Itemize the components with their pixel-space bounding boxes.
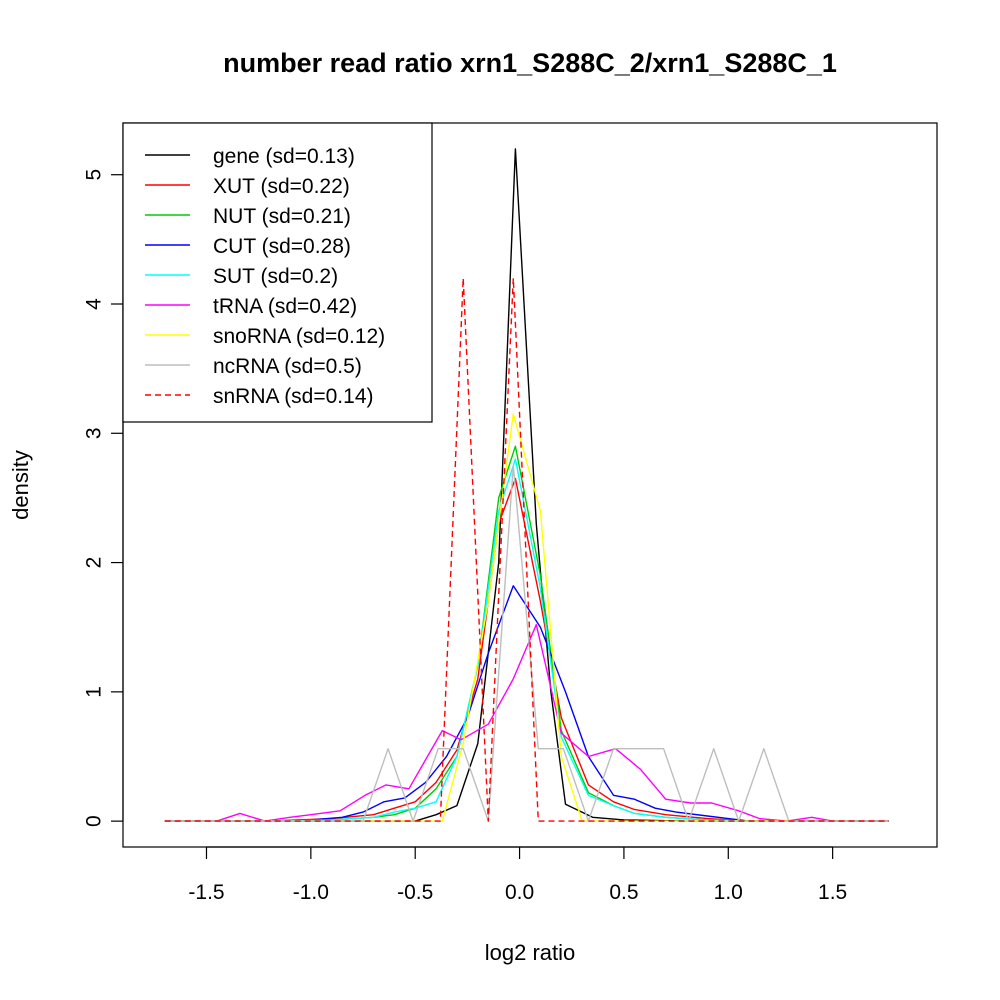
- legend-label: SUT (sd=0.2): [213, 265, 338, 288]
- series-line-8: [164, 277, 889, 822]
- series-line-0: [164, 148, 889, 822]
- chart-title: number read ratio xrn1_S288C_2/xrn1_S288…: [223, 48, 837, 78]
- series-line-1: [164, 477, 889, 822]
- y-tick-label: 2: [83, 557, 106, 569]
- series-line-5: [164, 623, 889, 822]
- series-line-7: [164, 464, 889, 822]
- x-tick-label: 0.0: [505, 881, 534, 904]
- series-line-2: [164, 445, 889, 822]
- x-tick-label: -1.0: [293, 881, 329, 904]
- legend-label: snRNA (sd=0.14): [213, 385, 374, 408]
- x-tick-label: 1.0: [714, 881, 743, 904]
- legend-label: XUT (sd=0.22): [213, 175, 350, 198]
- y-axis: 0 1 2 3 4 5: [83, 169, 124, 827]
- x-tick-label: -0.5: [397, 881, 433, 904]
- legend-label: CUT (sd=0.28): [213, 235, 351, 258]
- y-tick-label: 4: [83, 298, 106, 310]
- y-tick-label: 3: [83, 427, 106, 439]
- y-tick-label: 0: [83, 815, 106, 827]
- y-axis-label: density: [8, 450, 33, 520]
- y-tick-label: 1: [83, 686, 106, 698]
- legend-label: ncRNA (sd=0.5): [213, 355, 362, 378]
- legend-label: tRNA (sd=0.42): [213, 295, 357, 318]
- legend-label: snoRNA (sd=0.12): [213, 325, 385, 348]
- legend-label: NUT (sd=0.21): [213, 205, 351, 228]
- x-tick-label: -1.5: [188, 881, 224, 904]
- x-tick-label: 1.5: [818, 881, 847, 904]
- legend: gene (sd=0.13) XUT (sd=0.22) NUT (sd=0.21)…: [122, 122, 433, 423]
- legend-box: [122, 122, 433, 423]
- series-line-4: [164, 458, 889, 822]
- x-axis: -1.5 -1.0 -0.5 0.0 0.5 1.0 1.5: [188, 846, 847, 904]
- x-tick-label: 0.5: [609, 881, 638, 904]
- series-lines: [164, 148, 889, 822]
- y-tick-label: 5: [83, 169, 106, 181]
- legend-label: gene (sd=0.13): [213, 145, 355, 168]
- x-axis-label: log2 ratio: [485, 940, 576, 965]
